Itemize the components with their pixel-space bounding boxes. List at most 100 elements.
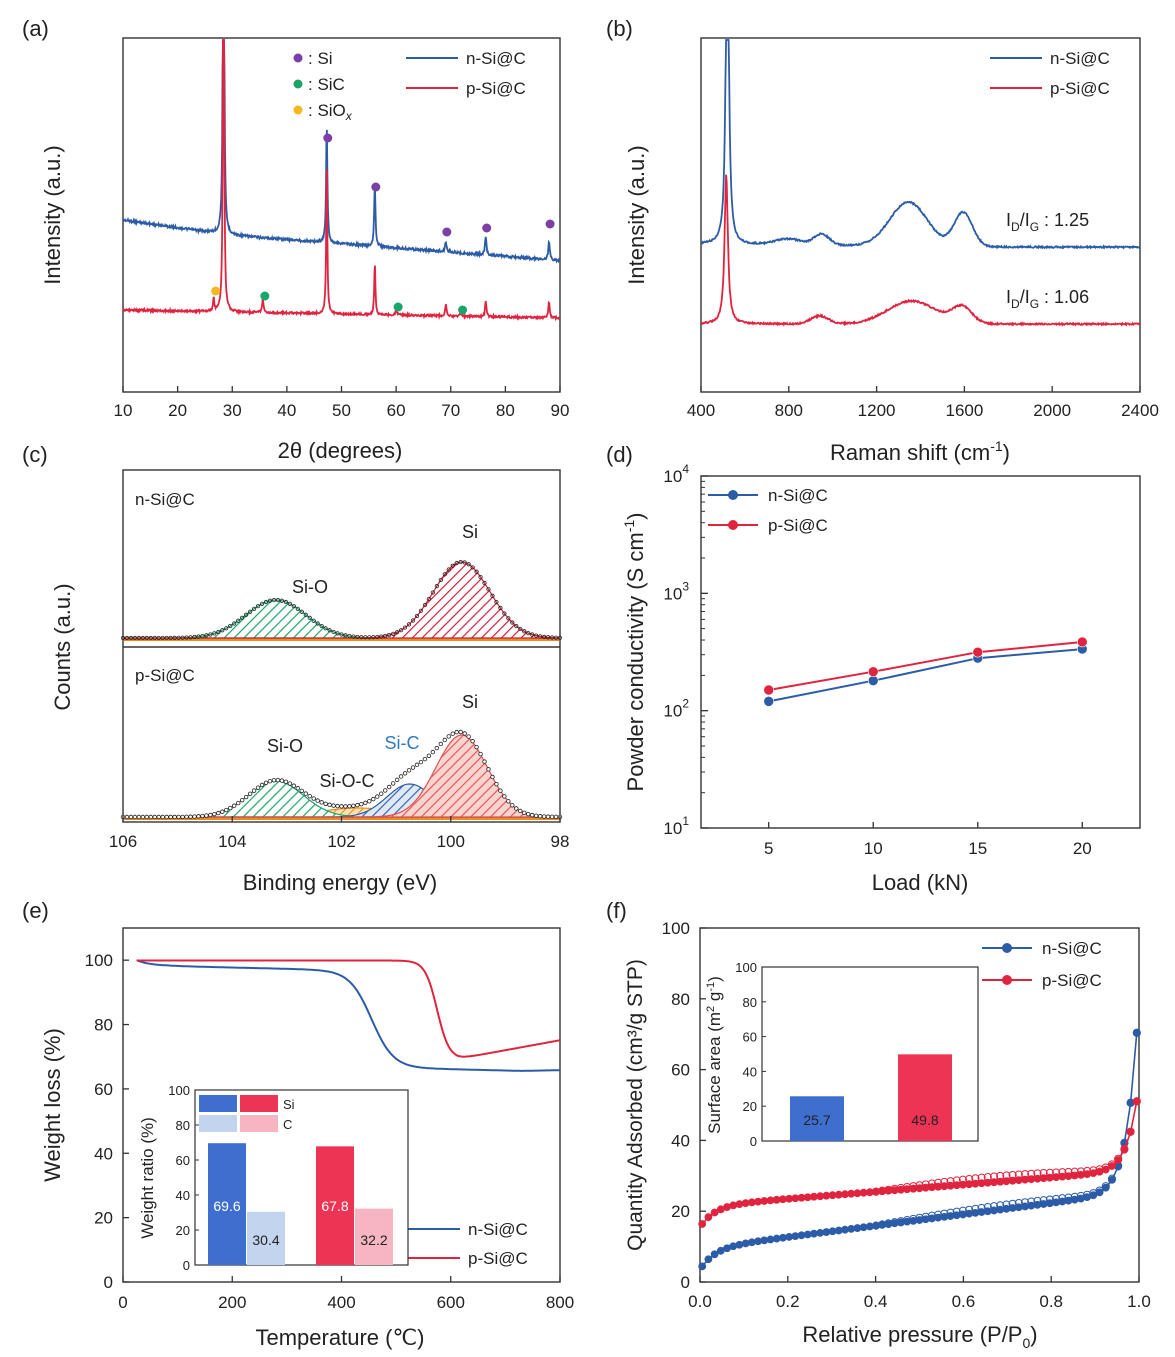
x-tick-label: 0.0 — [688, 1292, 712, 1311]
desorption-point-p-Si@C — [946, 1177, 955, 1186]
desorption-point-p-Si@C — [902, 1182, 912, 1192]
data-point — [267, 598, 273, 603]
data-point — [530, 632, 535, 637]
plot-frame-f — [699, 927, 1140, 1283]
data-point — [140, 635, 145, 641]
legend-marker-n-Si@C — [728, 490, 738, 500]
desorption-point-n-Si@C — [915, 1213, 924, 1222]
desorption-point-n-Si@C — [1132, 1028, 1141, 1037]
data-point — [474, 569, 479, 574]
data-point — [538, 634, 543, 639]
peak-label-n-si: Si — [462, 522, 478, 542]
desorption-point-p-Si@C — [996, 1171, 1005, 1181]
id-ig-ratio-n: ID/IG : 1.25 — [1006, 210, 1089, 234]
desorption-point-p-Si@C — [1132, 1097, 1141, 1106]
data-point — [363, 635, 368, 640]
peak-marker-purple — [442, 227, 452, 237]
data-point — [144, 814, 150, 820]
legend-marker-p-Si@C — [1002, 975, 1012, 985]
plot-frame-c — [122, 469, 561, 823]
data-point — [319, 800, 324, 805]
desorption-point-n-Si@C — [1039, 1196, 1048, 1205]
data-point-p-Si@C — [867, 666, 879, 677]
adsorption-point-p-Si@C — [698, 1220, 707, 1228]
inset-bars: 0 20 40 60 80 100 69.6 30.4 67.8 32.2 — [168, 1083, 393, 1273]
data-point — [510, 620, 515, 625]
data-point — [518, 626, 523, 632]
bar-value-label: 69.6 — [213, 1198, 240, 1214]
panel-label-d: (d) — [606, 442, 633, 467]
desorption-point-n-Si@C — [1083, 1190, 1092, 1199]
x-tick-label: 800 — [546, 1293, 574, 1312]
data-point — [331, 803, 336, 808]
bar-n-Si@C-C — [247, 1211, 285, 1265]
desorption-point-p-Si@C — [952, 1176, 961, 1185]
data-point — [526, 811, 531, 817]
desorption-point-p-Si@C — [927, 1179, 937, 1188]
axis-ticks: 5 10 15 20 101 102 103 104 — [663, 462, 1091, 858]
data-point — [212, 631, 217, 636]
data-point — [434, 584, 439, 589]
data-point — [395, 630, 400, 635]
desorption-point-n-Si@C — [1002, 1200, 1011, 1209]
data-point — [498, 605, 503, 611]
inset-y-axis-label: Surface area (m2 g-1) — [705, 976, 724, 1134]
data-point — [252, 606, 257, 611]
data-point — [506, 799, 511, 804]
series-line-n-Si@C — [136, 959, 560, 1072]
data-point — [244, 612, 249, 617]
data-point — [430, 749, 436, 755]
desorption-point-n-Si@C — [878, 1220, 887, 1229]
data-point — [482, 759, 487, 764]
data-point — [335, 631, 340, 636]
data-point — [212, 811, 217, 817]
y-axis-label: Counts (a.u.) — [50, 583, 75, 710]
data-point — [255, 785, 261, 790]
bar-n-Si@C-Si — [208, 1143, 246, 1265]
data-point — [311, 796, 316, 801]
desorption-point-n-Si@C — [1020, 1198, 1030, 1207]
x-tick-label: 20 — [168, 401, 187, 420]
peak-marker-green — [260, 291, 270, 301]
peak-marker-green — [458, 305, 468, 315]
data-point — [228, 805, 233, 811]
data-point — [299, 788, 304, 794]
inset-bars: 0 20 40 60 80 100 25.7 49.8 — [735, 960, 952, 1149]
subpanel-label-p-Si@C: p-Si@C — [135, 666, 195, 685]
data-point — [220, 628, 225, 633]
data-point — [136, 635, 141, 641]
data-point — [144, 635, 149, 641]
bar-value-label: 32.2 — [360, 1232, 387, 1248]
data-point — [275, 597, 281, 603]
data-point — [299, 609, 304, 614]
x-axis-label: Temperature (℃) — [256, 1325, 425, 1350]
peak-label-p-sio: Si-O — [267, 736, 303, 756]
data-point — [478, 574, 483, 580]
peak-marker-purple — [545, 219, 555, 229]
desorption-point-p-Si@C — [1095, 1165, 1104, 1174]
legend-swatch-p-c — [240, 1115, 278, 1132]
data-point — [355, 802, 360, 808]
desorption-point-p-Si@C — [915, 1181, 924, 1190]
legend-label-p-Si@C: p-Si@C — [1042, 971, 1102, 990]
y-tick-label: 103 — [663, 579, 689, 603]
legend-label-n-Si@C: n-Si@C — [1050, 49, 1110, 68]
data-point — [462, 560, 467, 565]
data-point — [490, 593, 495, 598]
inset-y-tick-label: 20 — [176, 1223, 190, 1238]
data-point — [295, 606, 300, 611]
data-point-p-Si@C — [763, 684, 775, 696]
plot-frame-b — [700, 37, 1141, 393]
y-tick-label: 80 — [94, 1016, 113, 1035]
inset-y-tick-label: 60 — [176, 1153, 190, 1168]
bar-p-Si@C-C — [355, 1208, 393, 1265]
data-point — [287, 781, 293, 786]
legend-marker-siox — [293, 105, 303, 115]
desorption-point-p-Si@C — [1083, 1166, 1092, 1176]
data-point — [506, 616, 511, 621]
data-point — [406, 768, 412, 773]
axis-ticks: 0.0 0.2 0.4 0.6 0.8 1.0 0 20 40 60 80 100 — [662, 919, 1151, 1311]
data-point — [545, 635, 551, 640]
data-point — [243, 794, 249, 800]
data-point — [132, 814, 138, 820]
